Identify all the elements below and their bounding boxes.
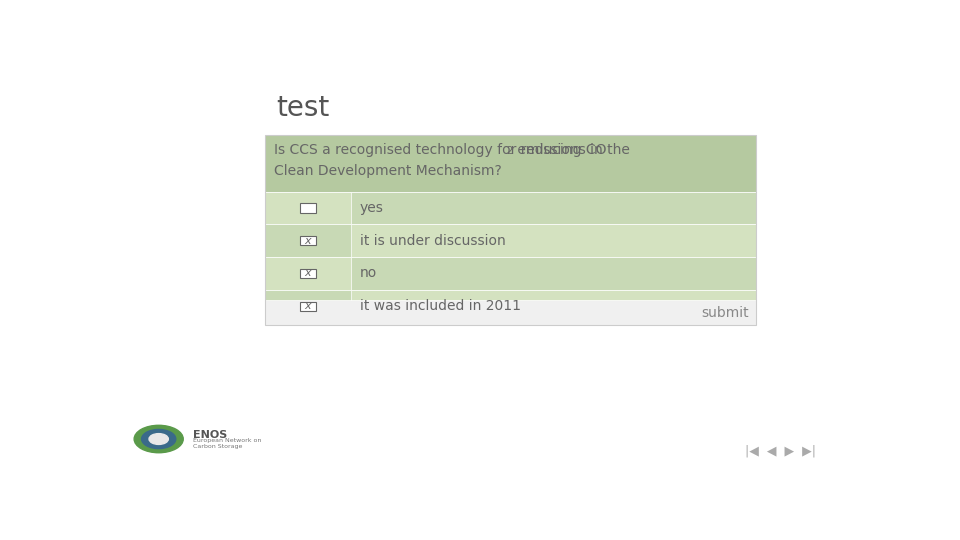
Circle shape: [141, 429, 176, 449]
Text: emissions in the: emissions in the: [513, 143, 630, 157]
Text: no: no: [360, 266, 377, 280]
Text: x: x: [304, 268, 311, 279]
Text: it was included in 2011: it was included in 2011: [360, 299, 521, 313]
Text: submit: submit: [701, 306, 749, 320]
Text: x: x: [304, 301, 311, 311]
Text: test: test: [276, 94, 329, 122]
FancyBboxPatch shape: [265, 300, 756, 325]
FancyBboxPatch shape: [265, 257, 756, 290]
Text: 2: 2: [507, 146, 513, 156]
Circle shape: [134, 426, 183, 453]
FancyBboxPatch shape: [265, 192, 351, 224]
FancyBboxPatch shape: [300, 269, 316, 278]
FancyBboxPatch shape: [265, 224, 351, 257]
Text: it is under discussion: it is under discussion: [360, 234, 506, 248]
Text: |◀  ◀  ▶  ▶|: |◀ ◀ ▶ ▶|: [745, 445, 816, 458]
FancyBboxPatch shape: [265, 136, 756, 192]
Text: European Network on
Carbon Storage: European Network on Carbon Storage: [193, 438, 261, 449]
Text: Clean Development Mechanism?: Clean Development Mechanism?: [274, 164, 502, 178]
Text: yes: yes: [360, 201, 384, 215]
FancyBboxPatch shape: [300, 204, 316, 213]
FancyBboxPatch shape: [300, 236, 316, 245]
Text: Is CCS a recognised technology for reducing CO: Is CCS a recognised technology for reduc…: [274, 143, 607, 157]
FancyBboxPatch shape: [265, 257, 351, 290]
FancyBboxPatch shape: [265, 192, 756, 224]
FancyBboxPatch shape: [265, 290, 351, 322]
FancyBboxPatch shape: [265, 224, 756, 257]
FancyBboxPatch shape: [300, 302, 316, 311]
Text: ENOS: ENOS: [193, 430, 228, 440]
FancyBboxPatch shape: [265, 290, 756, 322]
Text: x: x: [304, 236, 311, 246]
Circle shape: [149, 434, 168, 444]
